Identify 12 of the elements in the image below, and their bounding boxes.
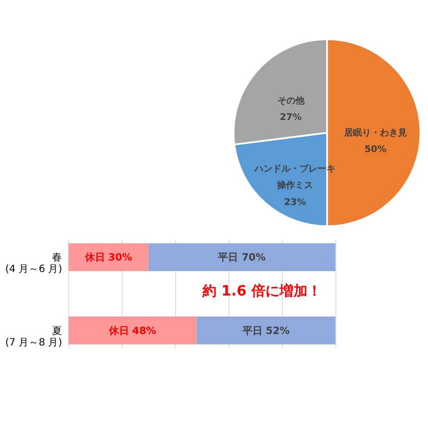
- data-label: 27%: [280, 112, 302, 123]
- data-label: 50%: [364, 144, 386, 155]
- y-tick-label: 夏 (7 月～8 月): [5, 326, 62, 348]
- slice-label: 居眠り・わき見: [342, 127, 407, 138]
- y-tick-label: 春 (4 月～6 月): [5, 252, 62, 276]
- slice-label: その他: [277, 95, 306, 106]
- data-label: 休日 48%: [108, 324, 156, 337]
- data-label: 平日 52%: [241, 326, 290, 337]
- annotation: 約 1.6 倍に増加！: [201, 282, 322, 300]
- data-label: 休日 30%: [84, 251, 132, 264]
- data-label: 23%: [284, 196, 306, 208]
- data-label: 平日 70%: [217, 252, 266, 264]
